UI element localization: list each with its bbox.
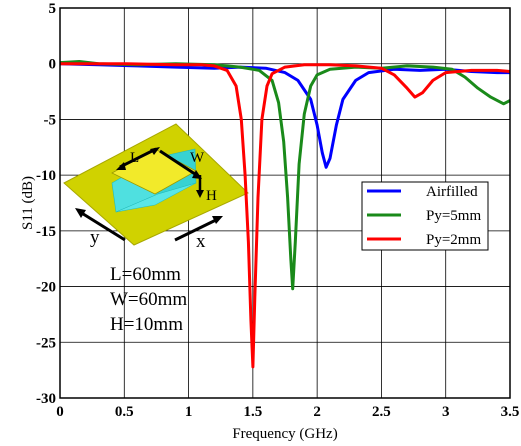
y-tick-label: 5 bbox=[49, 1, 57, 17]
y-tick-label: 0 bbox=[49, 57, 57, 73]
x-axis-label: Frequency (GHz) bbox=[232, 426, 337, 442]
dimension-length: L=60mm bbox=[110, 264, 181, 285]
x-axis-ticks: 0 0.5 1 1.5 2 2.5 3 3.5 bbox=[56, 404, 519, 420]
y-axis-ticks: 5 0 -5 -10 -15 -20 -25 -30 bbox=[36, 1, 56, 407]
inset-label-w: W bbox=[190, 150, 205, 166]
inset-label-l: L bbox=[130, 150, 139, 166]
arrowhead-h bbox=[196, 190, 204, 198]
axis-arrow-y bbox=[79, 210, 126, 242]
x-tick-label: 3.5 bbox=[501, 404, 520, 420]
x-tick-label: 0 bbox=[56, 404, 64, 420]
plot-frame bbox=[59, 7, 511, 399]
y-tick-label: -15 bbox=[36, 224, 56, 240]
y-tick-label: -25 bbox=[36, 335, 56, 351]
antenna-inset-illustration: L W H y x bbox=[63, 123, 249, 252]
arrowhead-x bbox=[212, 216, 223, 224]
arrowhead-l2 bbox=[150, 147, 160, 155]
series-line-0 bbox=[59, 62, 510, 169]
arrowhead-y bbox=[75, 208, 86, 218]
dimension-width: W=60mm bbox=[110, 289, 187, 310]
axis-arrow-x bbox=[174, 217, 219, 242]
legend-label-py5: Py=5mm bbox=[426, 208, 481, 224]
data-series bbox=[59, 60, 511, 369]
arrowhead-l bbox=[116, 162, 126, 170]
dimension-height: H=10mm bbox=[110, 314, 183, 335]
cavity-bottom bbox=[115, 182, 197, 213]
series-line-2 bbox=[60, 62, 511, 369]
inset-label-h: H bbox=[206, 188, 217, 204]
y-tick-label: -10 bbox=[36, 168, 56, 184]
inset-label-x: x bbox=[196, 231, 206, 252]
y-tick-label: -5 bbox=[44, 112, 57, 128]
inset-label-y: y bbox=[90, 227, 100, 248]
y-axis-label: S11 (dB) bbox=[20, 176, 36, 230]
x-tick-label: 2 bbox=[313, 404, 321, 420]
x-tick-label: 0.5 bbox=[115, 404, 134, 420]
y-tick-label: -30 bbox=[36, 391, 56, 407]
x-tick-label: 1.5 bbox=[243, 404, 262, 420]
dimension-arrow-w bbox=[159, 149, 199, 178]
x-tick-label: 3 bbox=[442, 404, 450, 420]
legend-label-py2: Py=2mm bbox=[426, 232, 481, 248]
x-tick-label: 1 bbox=[185, 404, 193, 420]
legend-label-airfilled: Airfilled bbox=[426, 184, 478, 200]
y-tick-label: -20 bbox=[36, 280, 56, 296]
x-tick-label: 2.5 bbox=[372, 404, 391, 420]
legend: Airfilled Py=5mm Py=2mm bbox=[361, 181, 489, 251]
dimensions-annotation: L=60mm W=60mm H=10mm bbox=[110, 264, 187, 335]
dimension-arrow-l bbox=[119, 147, 157, 169]
